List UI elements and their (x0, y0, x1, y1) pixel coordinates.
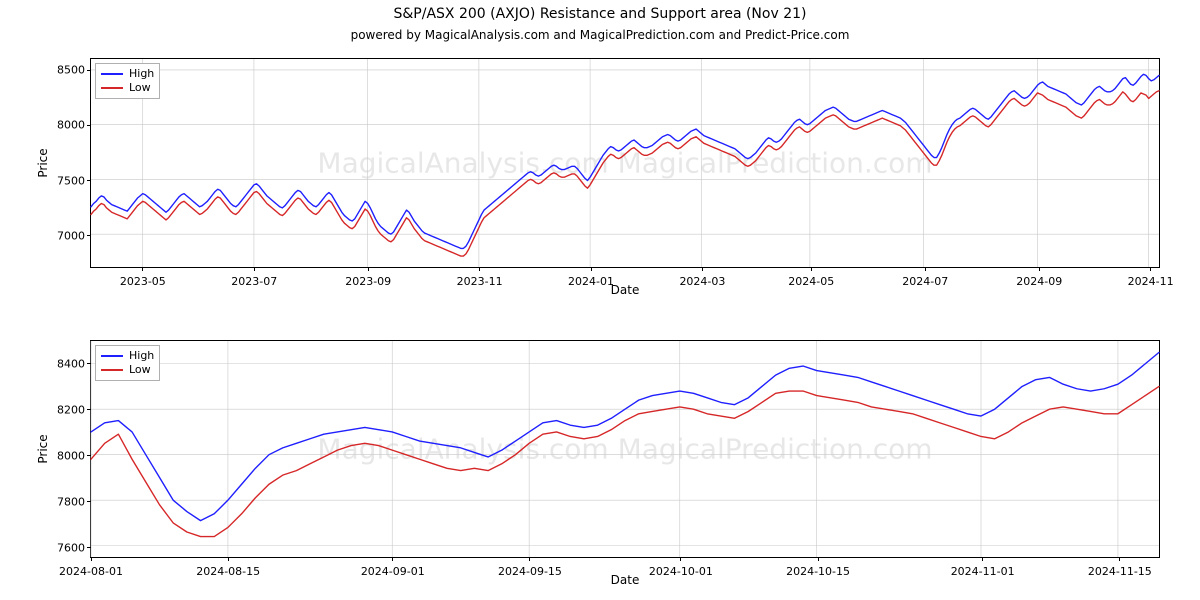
xtick-mark (368, 267, 369, 271)
ytick-label: 8000 (45, 449, 85, 462)
xtick-label: 2024-11-15 (1088, 565, 1152, 578)
ytick-mark (87, 501, 91, 502)
ytick-label: 7800 (45, 495, 85, 508)
xtick-mark (811, 267, 812, 271)
xtick-mark (925, 267, 926, 271)
xtick-label: 2024-05 (788, 275, 834, 288)
xtick-mark (702, 267, 703, 271)
xtick-mark (982, 557, 983, 561)
xtick-mark (479, 267, 480, 271)
legend-label: High (129, 349, 154, 363)
legend-item-high: High (101, 67, 154, 81)
ytick-label: 7500 (45, 174, 85, 187)
ytick-mark (87, 70, 91, 71)
top-chart-xlabel: Date (611, 283, 640, 297)
xtick-label: 2024-07 (902, 275, 948, 288)
ytick-label: 8000 (45, 119, 85, 132)
bottom-chart-plot (91, 341, 1159, 557)
xtick-label: 2024-08-01 (59, 565, 123, 578)
ytick-label: 8400 (45, 357, 85, 370)
xtick-mark (228, 557, 229, 561)
chart-legend: High Low (95, 345, 160, 381)
xtick-mark (1039, 267, 1040, 271)
ytick-mark (87, 363, 91, 364)
xtick-mark (680, 557, 681, 561)
xtick-mark (254, 267, 255, 271)
ytick-mark (87, 125, 91, 126)
xtick-mark (142, 267, 143, 271)
legend-item-low: Low (101, 81, 154, 95)
xtick-label: 2024-03 (679, 275, 725, 288)
xtick-label: 2024-09-15 (498, 565, 562, 578)
xtick-label: 2024-10-01 (649, 565, 713, 578)
xtick-label: 2023-07 (231, 275, 277, 288)
legend-swatch (101, 73, 123, 75)
xtick-label: 2023-11 (457, 275, 503, 288)
xtick-mark (392, 557, 393, 561)
figure: S&P/ASX 200 (AXJO) Resistance and Suppor… (0, 0, 1200, 600)
xtick-mark (818, 557, 819, 561)
ytick-label: 7600 (45, 541, 85, 554)
bottom-chart-xlabel: Date (611, 573, 640, 587)
top-chart-plot (91, 59, 1159, 267)
chart-subtitle: powered by MagicalAnalysis.com and Magic… (0, 28, 1200, 42)
series-line-low (91, 91, 1159, 256)
ytick-mark (87, 180, 91, 181)
chart-legend: High Low (95, 63, 160, 99)
xtick-mark (1119, 557, 1120, 561)
ytick-mark (87, 455, 91, 456)
xtick-mark (529, 557, 530, 561)
xtick-label: 2023-05 (120, 275, 166, 288)
bottom-chart-axes: MagicalAnalysis.com MagicalPrediction.co… (90, 340, 1160, 558)
legend-item-low: Low (101, 363, 154, 377)
ytick-label: 8500 (45, 64, 85, 77)
legend-label: Low (129, 363, 151, 377)
xtick-label: 2024-09 (1016, 275, 1062, 288)
xtick-label: 2024-09-01 (361, 565, 425, 578)
ytick-label: 8200 (45, 403, 85, 416)
xtick-label: 2024-01 (568, 275, 614, 288)
ytick-mark (87, 547, 91, 548)
series-line-high (91, 74, 1159, 248)
xtick-label: 2023-09 (345, 275, 391, 288)
xtick-mark (1150, 267, 1151, 271)
xtick-label: 2024-11-01 (951, 565, 1015, 578)
ytick-label: 7000 (45, 229, 85, 242)
legend-label: Low (129, 81, 151, 95)
legend-label: High (129, 67, 154, 81)
xtick-mark (591, 267, 592, 271)
top-chart-axes: MagicalAnalysis.com MagicalPrediction.co… (90, 58, 1160, 268)
legend-swatch (101, 355, 123, 357)
xtick-label: 2024-08-15 (196, 565, 260, 578)
xtick-label: 2024-11 (1128, 275, 1174, 288)
xtick-label: 2024-10-15 (786, 565, 850, 578)
chart-title: S&P/ASX 200 (AXJO) Resistance and Suppor… (0, 6, 1200, 22)
ytick-mark (87, 409, 91, 410)
ytick-mark (87, 235, 91, 236)
xtick-mark (91, 557, 92, 561)
legend-swatch (101, 87, 123, 89)
legend-item-high: High (101, 349, 154, 363)
legend-swatch (101, 369, 123, 371)
